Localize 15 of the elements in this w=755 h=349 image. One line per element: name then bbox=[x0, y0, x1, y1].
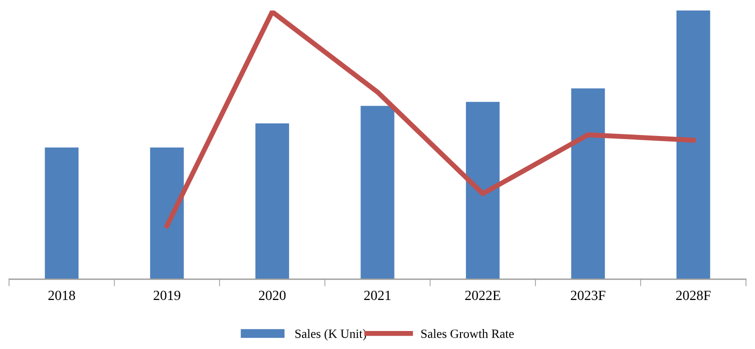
legend-label: Sales Growth Rate bbox=[421, 329, 514, 338]
x-tick-label: 2018 bbox=[48, 290, 76, 300]
bar bbox=[44, 148, 79, 280]
bar bbox=[360, 106, 394, 280]
bar bbox=[571, 88, 605, 280]
x-tick-label: 2023F bbox=[570, 290, 606, 300]
bar bbox=[466, 102, 500, 280]
x-tick-label: 2019 bbox=[154, 290, 180, 300]
bar bbox=[255, 123, 290, 280]
bar bbox=[676, 10, 710, 280]
x-tick-label: 2028F bbox=[676, 290, 711, 300]
x-tick-label: 2020 bbox=[258, 290, 286, 300]
x-tick-label: 2022E bbox=[465, 290, 500, 300]
bar bbox=[150, 148, 184, 280]
x-tick-label: 2021 bbox=[364, 290, 391, 300]
